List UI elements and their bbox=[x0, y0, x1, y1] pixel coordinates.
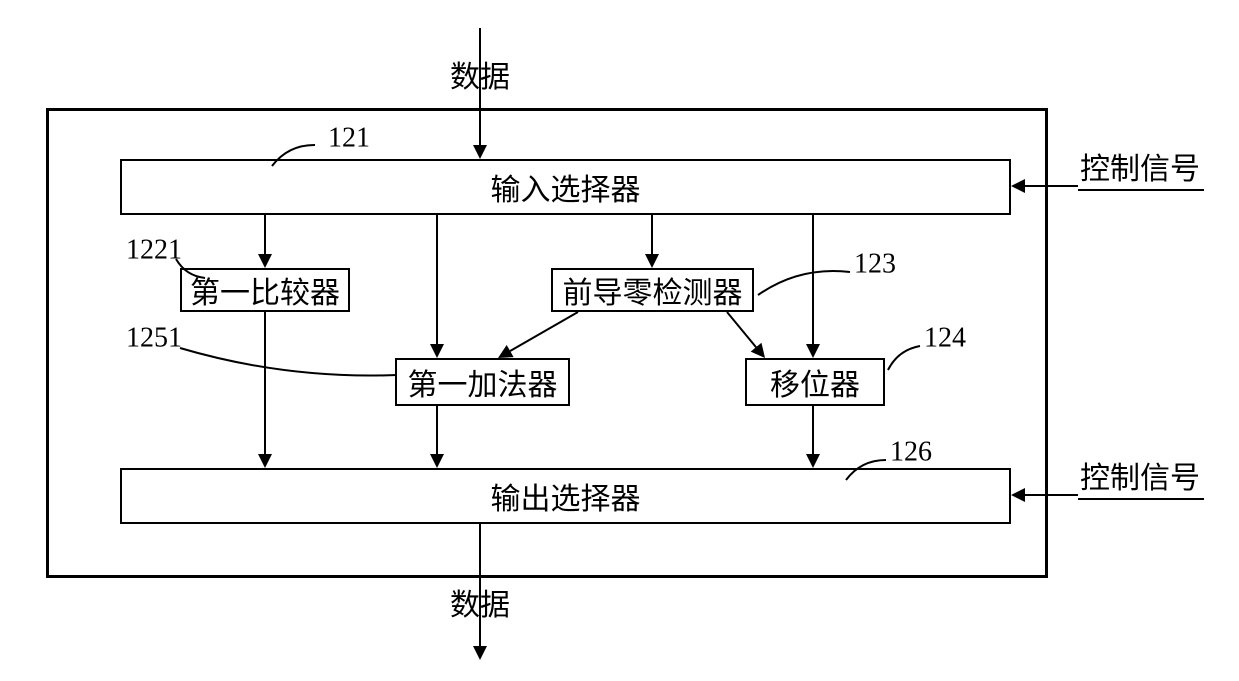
block-lzd: 前导零检测器 bbox=[551, 268, 754, 312]
block-input_sel-label: 输入选择器 bbox=[491, 165, 641, 209]
block-cmp1-label: 第一比较器 bbox=[190, 268, 340, 312]
label-ctrl-top: 控制信号 bbox=[1080, 153, 1200, 186]
label-ctrl-bottom: 控制信号 bbox=[1080, 462, 1200, 495]
block-shift: 移位器 bbox=[745, 358, 885, 406]
block-shift-label: 移位器 bbox=[770, 360, 860, 404]
block-add1: 第一加法器 bbox=[395, 358, 570, 406]
block-output_sel-label: 输出选择器 bbox=[491, 474, 641, 518]
block-add1-label: 第一加法器 bbox=[408, 360, 558, 404]
block-output_sel: 输出选择器 bbox=[120, 468, 1011, 524]
block-lzd-label: 前导零检测器 bbox=[563, 268, 743, 312]
label-data-top: 数据 bbox=[450, 61, 510, 94]
label-data-bottom: 数据 bbox=[450, 589, 510, 622]
block-cmp1: 第一比较器 bbox=[180, 268, 350, 312]
block-input_sel: 输入选择器 bbox=[120, 159, 1011, 215]
